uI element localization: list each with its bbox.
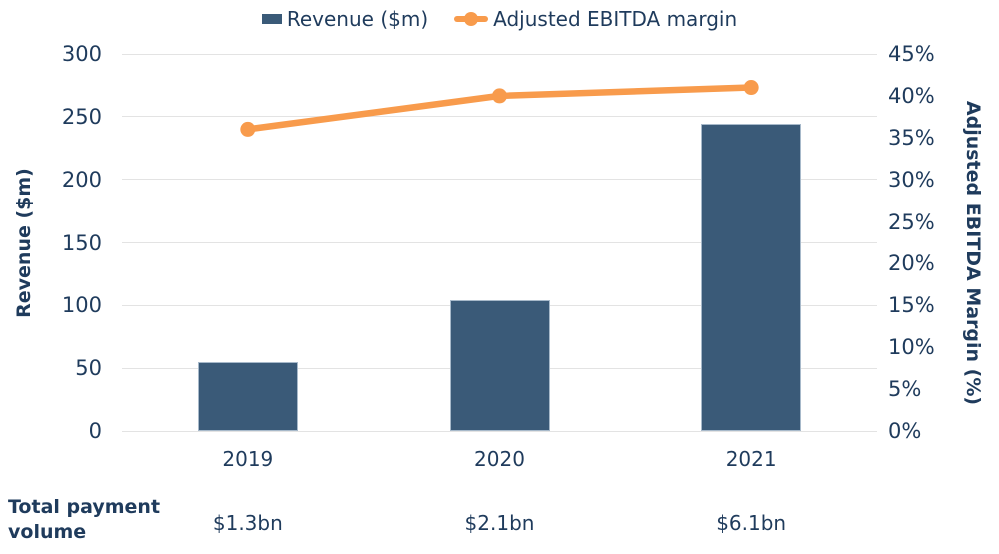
left-axis-tick-label: 300 <box>61 42 102 66</box>
right-axis-tick-label: 15% <box>888 293 935 318</box>
right-axis-tick-label: 10% <box>888 335 935 360</box>
revenue-bar-2021 <box>701 124 802 431</box>
legend-item-margin: Adjusted EBITDA margin <box>454 7 737 31</box>
legend-revenue-label: Revenue ($m) <box>286 7 429 31</box>
margin-line-marker-icon <box>454 11 489 27</box>
left-axis-tick-label: 250 <box>61 104 102 129</box>
right-axis-tick-label: 25% <box>888 209 935 234</box>
right-axis-tick-label: 40% <box>888 83 935 108</box>
gridline <box>122 116 877 118</box>
left-axis-tick-label: 0 <box>88 419 102 443</box>
line-point-2019 <box>240 121 256 137</box>
plot-area <box>122 53 877 432</box>
revenue-bar-2020 <box>449 300 550 431</box>
revenue-bar-2019 <box>197 361 298 431</box>
left-axis-tick-label: 150 <box>61 230 102 255</box>
legend: Revenue ($m) Adjusted EBITDA margin <box>0 6 999 32</box>
right-axis-tick-label: 0% <box>888 419 922 443</box>
legend-item-revenue: Revenue ($m) <box>261 7 429 31</box>
footer-value-2021: $6.1bn <box>716 511 787 535</box>
right-axis-tick-label: 20% <box>888 251 935 276</box>
x-axis-label-2020: 2020 <box>474 447 525 471</box>
ebitda-margin-line <box>240 80 759 137</box>
gridline <box>122 179 877 181</box>
right-axis-tick-label: 5% <box>888 377 922 402</box>
footer-label: Total payment volume <box>8 496 161 543</box>
gridline <box>122 53 877 55</box>
revenue-swatch-icon <box>261 14 282 24</box>
x-axis-label-2019: 2019 <box>222 447 274 471</box>
right-axis-tick-label: 45% <box>888 42 935 66</box>
left-axis-tick-label: 50 <box>75 356 102 381</box>
x-axis-label-2021: 2021 <box>725 447 777 471</box>
right-axis-tick-label: 35% <box>888 125 935 150</box>
gridline <box>122 430 877 432</box>
footer-value-2019: $1.3bn <box>212 511 283 535</box>
left-axis-tick-label: 100 <box>61 293 102 318</box>
legend-margin-label: Adjusted EBITDA margin <box>493 7 738 31</box>
footer-value-2020: $2.1bn <box>464 511 535 535</box>
right-axis-tick-label: 30% <box>888 167 935 192</box>
line-point-2021 <box>743 80 759 96</box>
line-point-2020 <box>492 88 507 104</box>
left-axis-tick-label: 200 <box>61 167 102 192</box>
gridline <box>122 242 877 243</box>
